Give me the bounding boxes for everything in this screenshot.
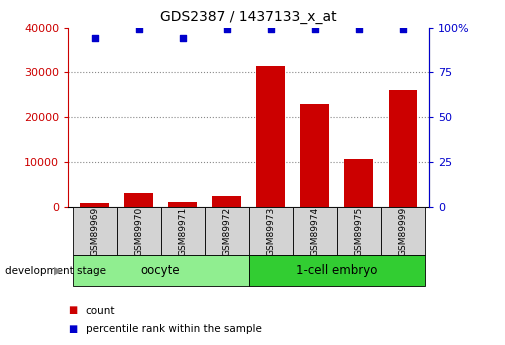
Bar bbox=[300, 104, 329, 207]
Bar bbox=[205, 207, 248, 255]
Text: GSM89975: GSM89975 bbox=[355, 207, 363, 256]
Text: percentile rank within the sample: percentile rank within the sample bbox=[86, 325, 262, 334]
Point bbox=[179, 36, 187, 41]
Point bbox=[311, 27, 319, 32]
Text: GSM89971: GSM89971 bbox=[178, 207, 187, 256]
Bar bbox=[344, 159, 373, 207]
Point bbox=[399, 27, 407, 32]
Bar bbox=[73, 207, 117, 255]
Point bbox=[355, 27, 363, 32]
Bar bbox=[80, 204, 109, 207]
Bar bbox=[249, 207, 293, 255]
Text: GSM89969: GSM89969 bbox=[90, 207, 99, 256]
Text: development stage: development stage bbox=[5, 266, 106, 276]
Bar bbox=[388, 90, 417, 207]
Text: oocyte: oocyte bbox=[141, 264, 180, 277]
Bar bbox=[381, 207, 425, 255]
Bar bbox=[257, 66, 285, 207]
Text: GSM89999: GSM89999 bbox=[398, 207, 408, 256]
Bar bbox=[124, 193, 153, 207]
Bar bbox=[293, 207, 337, 255]
Text: GSM89973: GSM89973 bbox=[266, 207, 275, 256]
Bar bbox=[161, 207, 205, 255]
Text: GSM89974: GSM89974 bbox=[310, 207, 319, 256]
Text: ■: ■ bbox=[68, 325, 77, 334]
Text: count: count bbox=[86, 306, 115, 315]
Text: GSM89972: GSM89972 bbox=[222, 207, 231, 256]
Text: GSM89970: GSM89970 bbox=[134, 207, 143, 256]
Bar bbox=[117, 207, 161, 255]
Bar bbox=[73, 255, 249, 286]
Text: ▶: ▶ bbox=[54, 266, 62, 276]
Point bbox=[223, 27, 231, 32]
Bar bbox=[249, 255, 425, 286]
Point bbox=[267, 27, 275, 32]
Point bbox=[90, 36, 98, 41]
Bar bbox=[213, 196, 241, 207]
Bar bbox=[337, 207, 381, 255]
Text: ■: ■ bbox=[68, 306, 77, 315]
Text: 1-cell embryo: 1-cell embryo bbox=[296, 264, 377, 277]
Title: GDS2387 / 1437133_x_at: GDS2387 / 1437133_x_at bbox=[161, 10, 337, 24]
Point bbox=[135, 27, 143, 32]
Bar bbox=[168, 202, 197, 207]
